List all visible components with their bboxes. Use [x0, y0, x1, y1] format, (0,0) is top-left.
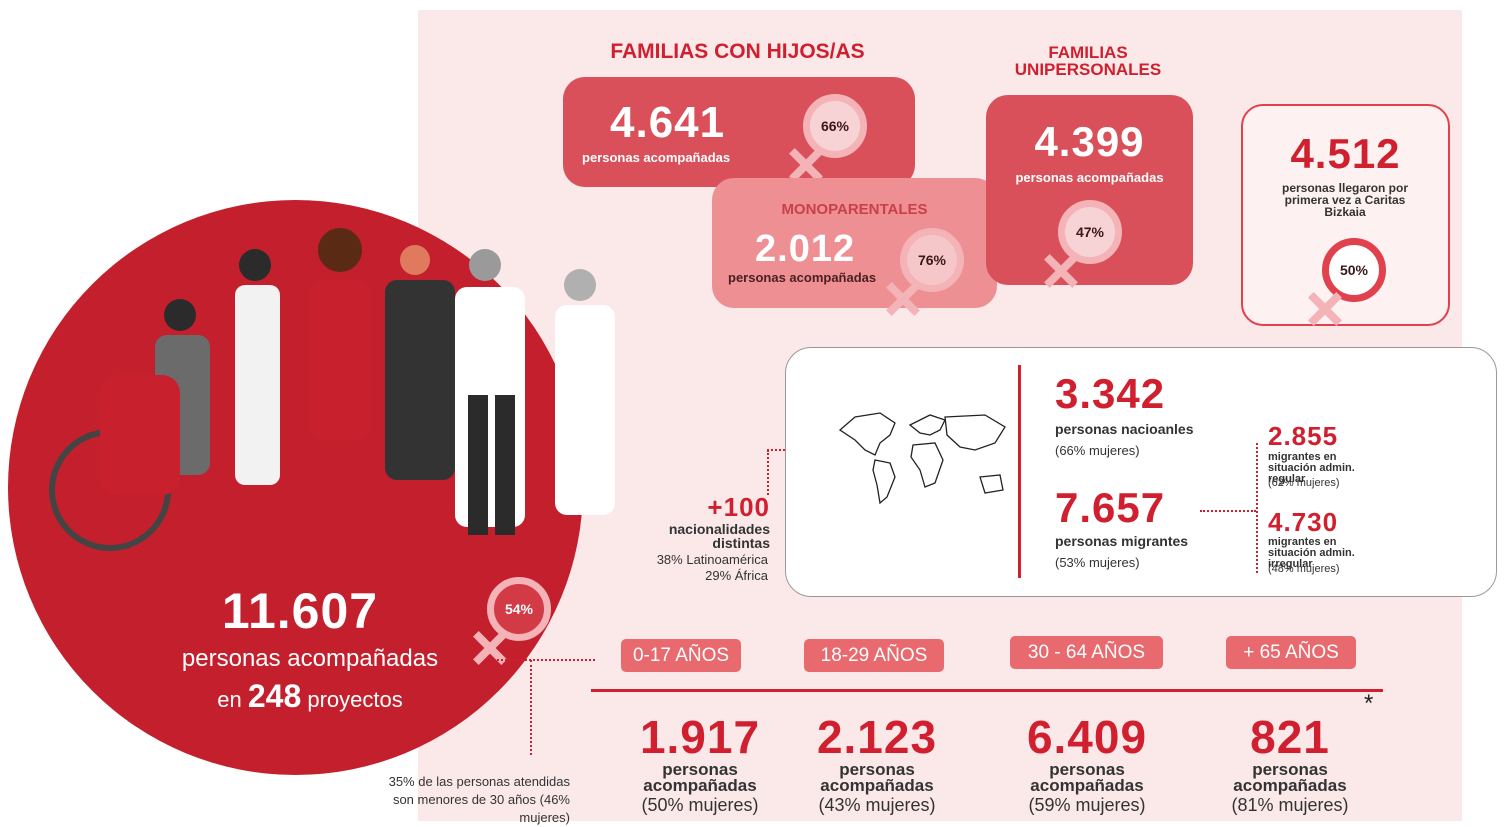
- card-label: personas acompañadas: [728, 270, 877, 285]
- female-symbol: 47%: [1058, 200, 1122, 264]
- nationalities-label: nacionalidades distintas: [668, 521, 770, 551]
- women-share: 76%: [917, 252, 947, 268]
- origin-label: personas migrantes: [1055, 533, 1189, 549]
- connector: [497, 659, 595, 661]
- age-pill: 18-29 AÑOS: [804, 639, 944, 672]
- age-women: (43% mujeres): [818, 795, 936, 815]
- origin-women: (62% mujeres): [1268, 477, 1340, 489]
- age-label: personas acompañadas: [1030, 760, 1144, 795]
- card-value: 4.512: [1290, 130, 1401, 177]
- main-label: personas acompañadas: [181, 645, 439, 672]
- age-group: 2.123 personas acompañadas (43% mujeres): [777, 712, 977, 816]
- origin-value: 2.855: [1268, 421, 1339, 451]
- origin-value: 7.657: [1055, 484, 1166, 531]
- age-women: (50% mujeres): [641, 795, 759, 815]
- asterisk: *: [1364, 690, 1374, 717]
- divider: [1018, 365, 1021, 578]
- connector: [530, 660, 532, 755]
- women-share: 66%: [820, 118, 850, 134]
- age-label: personas acompañadas: [820, 760, 934, 795]
- age-group: 821 personas acompañadas (81% mujeres): [1190, 712, 1390, 816]
- age-label: personas acompañadas: [1233, 760, 1347, 795]
- card-title: MONOPARENTALES: [781, 201, 928, 218]
- nationalities-line: 38% Latinoamérica: [656, 552, 768, 567]
- origin-women: (53% mujeres): [1055, 555, 1140, 570]
- origin-women: (48% mujeres): [1268, 563, 1340, 575]
- female-symbol: 50%: [1322, 238, 1386, 302]
- connector: [1256, 443, 1258, 573]
- card-label: personas acompañadas: [582, 150, 731, 165]
- age-pill: 0-17 AÑOS: [621, 639, 741, 672]
- age-rule: [591, 689, 1383, 692]
- nationalities-value: +100: [707, 492, 770, 522]
- origin-label: personas nacioanles: [1055, 421, 1194, 437]
- nationalities-line: 29% África: [705, 568, 768, 583]
- age-pill: 30 - 64 AÑOS: [1010, 636, 1163, 669]
- age-value: 821: [1250, 711, 1330, 763]
- origin-women: (66% mujeres): [1055, 443, 1140, 458]
- world-map: [838, 412, 1006, 505]
- age-group: 6.409 personas acompañadas (59% mujeres): [987, 712, 1187, 816]
- age-pill: + 65 AÑOS: [1226, 636, 1356, 669]
- card-value: 2.012: [755, 228, 856, 270]
- age-value: 2.123: [816, 711, 938, 763]
- origin-value: 3.342: [1055, 370, 1166, 417]
- note: 35% de las personas atendidas son menore…: [388, 774, 570, 825]
- age-women: (59% mujeres): [1028, 795, 1146, 815]
- main-value: 11.607: [221, 583, 379, 639]
- age-label: personas acompañadas: [643, 760, 757, 795]
- origin-box: [785, 347, 1497, 597]
- people-illustration: [49, 228, 615, 551]
- card-value: 4.399: [1034, 118, 1145, 165]
- origin-value: 4.730: [1268, 507, 1339, 537]
- card-value: 4.641: [610, 98, 726, 147]
- age-value: 1.917: [639, 711, 761, 763]
- origin-label: migrantes en situación admin. irregular: [1268, 536, 1355, 570]
- female-symbol: 54%: [487, 577, 551, 641]
- age-women: (81% mujeres): [1231, 795, 1349, 815]
- section-title: FAMILIAS CON HIJOS/AS: [610, 40, 865, 63]
- projects-prefix: en: [217, 687, 242, 712]
- connector: [767, 450, 769, 495]
- age-group: 1.917 personas acompañadas (50% mujeres): [600, 712, 800, 816]
- age-value: 6.409: [1026, 711, 1148, 763]
- projects-suffix: proyectos: [307, 687, 403, 712]
- projects-line: en 248 proyectos: [150, 678, 470, 715]
- women-share: 54%: [504, 601, 534, 617]
- female-symbol: 66%: [803, 94, 867, 158]
- women-share: 47%: [1075, 224, 1105, 240]
- projects-count: 248: [247, 678, 302, 714]
- women-share: 50%: [1339, 262, 1369, 278]
- connector: [1200, 510, 1256, 512]
- card-label: personas llegaron por primera vez a Cari…: [1281, 181, 1409, 219]
- origin-label: migrantes en situación admin. regular: [1268, 451, 1355, 485]
- section-title: FAMILIAS UNIPERSONALES: [1014, 43, 1162, 79]
- card-label: personas acompañadas: [1015, 170, 1164, 185]
- female-symbol: 76%: [900, 228, 964, 292]
